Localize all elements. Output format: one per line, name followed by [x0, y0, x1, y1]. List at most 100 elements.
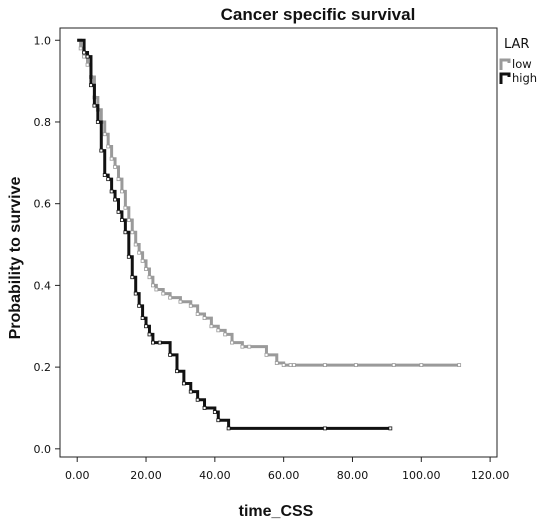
series-high-censor-mark	[168, 352, 173, 357]
series-high-censor-mark	[95, 120, 100, 124]
series-low-censor-mark	[123, 205, 128, 210]
series-low-censor-mark	[85, 62, 90, 67]
series-low-line	[77, 38, 460, 367]
y-tick-label: 1.0	[34, 34, 52, 47]
series-low-censor-mark	[161, 291, 166, 296]
series-high-censor-mark	[181, 381, 186, 386]
series-low-censor-mark	[288, 363, 293, 367]
series-high-censor-mark	[126, 254, 131, 259]
series-low-censor-mark	[113, 165, 117, 169]
series-high-censor-mark	[195, 397, 200, 402]
series-low-censor-mark	[168, 295, 173, 300]
series-low-censor-mark	[419, 363, 424, 367]
series-low-censor-mark	[264, 352, 269, 357]
y-axis-title: Probability to survive	[7, 177, 24, 340]
series-low-censor-mark	[82, 54, 86, 59]
y-tick-label: 0.2	[34, 361, 52, 374]
series-high-censor-mark	[85, 54, 90, 59]
series-high-censor-mark	[323, 426, 327, 431]
series-low-censor-mark	[109, 156, 114, 161]
series-high-censor-mark	[133, 291, 138, 296]
x-tick-label: 60.00	[268, 469, 300, 482]
series-low-censor-mark	[457, 363, 462, 367]
series-low-censor-mark	[195, 312, 200, 316]
series-high-censor-mark	[157, 340, 162, 345]
series-low-censor-mark	[126, 218, 131, 222]
series-high-censor-mark	[92, 103, 97, 108]
axis-ticks: 0.00 20.00 40.00 60.00 80.00 100.00 120.00 0.0 0…	[34, 34, 510, 482]
series-low-censor-mark	[230, 340, 234, 345]
series-high-censor-mark	[202, 406, 207, 410]
series-high-censor-mark	[116, 209, 121, 214]
series-high-censor-mark	[89, 83, 93, 88]
y-tick-label: 0.4	[34, 279, 52, 292]
x-tick-label: 80.00	[337, 469, 369, 482]
series-low-censor-mark	[154, 287, 159, 292]
legend-title: LAR	[504, 37, 529, 52]
series-high-line	[77, 38, 391, 430]
series-high-censor-mark	[226, 426, 231, 431]
series-low-censor-mark	[137, 250, 142, 255]
x-tick-label: 120.00	[471, 469, 510, 482]
series-high-censor-mark	[212, 410, 217, 414]
series-high-censor-mark	[102, 173, 107, 177]
series-high-censor-mark	[123, 230, 128, 235]
x-axis-title: time_CSS	[239, 503, 314, 520]
series-high-censor-mark	[113, 197, 117, 202]
series-low-censor-mark	[188, 303, 193, 308]
series-high-censor-mark	[188, 389, 193, 394]
series-low-censor-mark	[144, 267, 148, 271]
series-high-censor-mark	[130, 275, 135, 280]
series-layer	[77, 38, 462, 431]
series-low-censor-mark	[281, 363, 286, 367]
series-low-censor-mark	[133, 242, 138, 247]
series-high-censor-mark	[106, 177, 111, 182]
series-low-censor-mark	[274, 361, 279, 365]
chart-title: Cancer specific survival	[221, 5, 416, 24]
series-low-censor-mark	[106, 144, 111, 149]
series-high-censor-mark	[147, 332, 152, 337]
series-high-censor-mark	[99, 148, 104, 153]
y-tick-label: 0.6	[34, 198, 52, 211]
series-high-censor-mark	[120, 218, 124, 222]
series-low-censor-mark	[247, 344, 252, 349]
series-low-censor-mark	[120, 189, 124, 194]
series-low-censor-mark	[202, 316, 207, 320]
x-tick-label: 0.00	[65, 469, 90, 482]
series-low-censor-mark	[130, 230, 135, 235]
series-high-censor-mark	[140, 316, 145, 320]
series-low-censor-mark	[323, 363, 327, 367]
series-low-censor-mark	[178, 299, 183, 304]
legend-swatch-high	[499, 72, 511, 84]
series-high-censor-mark	[388, 426, 393, 431]
series-low-censor-mark	[151, 283, 155, 288]
series-low-censor-mark	[78, 46, 83, 51]
series-high-censor-mark	[216, 418, 221, 423]
series-low-censor-mark	[354, 363, 358, 367]
series-high-censor-mark	[137, 303, 142, 308]
series-low-censor-mark	[292, 363, 296, 367]
legend-swatch-low	[499, 58, 511, 70]
series-high-censor-mark	[82, 50, 86, 55]
legend-label-low: low	[512, 57, 532, 71]
series-low-censor-mark	[116, 177, 121, 182]
y-tick-label: 0.0	[34, 443, 52, 456]
series-low-censor-mark	[223, 332, 228, 337]
plot-border	[59, 27, 498, 458]
series-high-censor-mark	[175, 369, 179, 374]
x-tick-label: 20.00	[130, 469, 162, 482]
series-low-censor-mark	[209, 324, 214, 329]
x-tick-label: 100.00	[402, 469, 441, 482]
legend-label-high: high	[512, 71, 537, 85]
series-low-censor-mark	[102, 132, 107, 137]
series-low-censor-mark	[140, 258, 145, 263]
series-low-censor-mark	[147, 275, 152, 280]
x-tick-label: 40.00	[199, 469, 231, 482]
series-low-censor-mark	[240, 344, 245, 349]
series-high-censor-mark	[151, 340, 155, 345]
series-low-censor-mark	[391, 363, 396, 367]
series-low-censor-mark	[216, 328, 221, 333]
